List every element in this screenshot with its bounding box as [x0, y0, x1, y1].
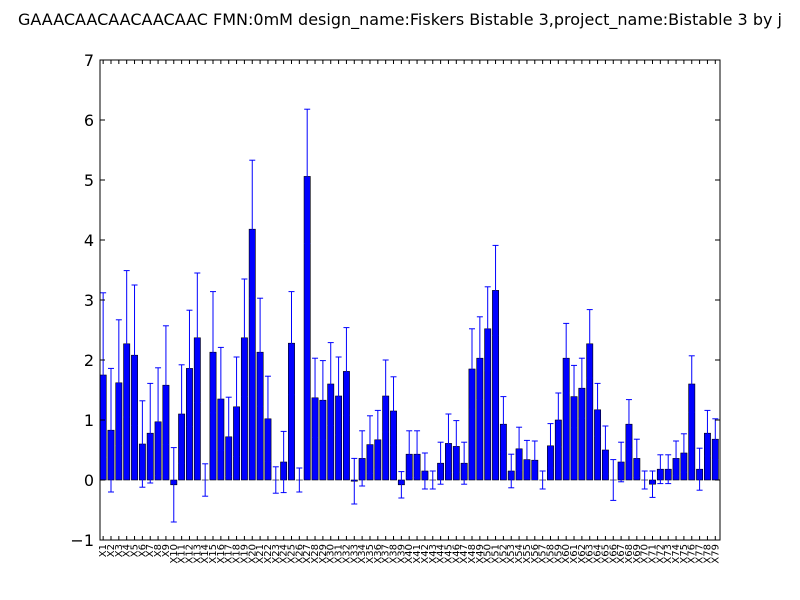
x-axis: X1X2X3X4X5X6X7X8X9X10X11X12X13X14X15X16X…: [98, 60, 721, 564]
y-tick-label: 0: [84, 471, 94, 490]
y-tick-label: 5: [84, 171, 94, 190]
y-tick-label: 6: [84, 111, 94, 130]
chart-title: GAAACAACAACAACAAC FMN:0mM design_name:Fi…: [18, 10, 782, 30]
y-tick-label: 3: [84, 291, 94, 310]
x-tick-label: X79: [710, 544, 721, 564]
y-tick-label: 7: [84, 51, 94, 70]
y-tick-label: 2: [84, 351, 94, 370]
y-tick-label: 1: [84, 411, 94, 430]
y-tick-label: −1: [70, 531, 94, 550]
y-tick-label: 4: [84, 231, 94, 250]
